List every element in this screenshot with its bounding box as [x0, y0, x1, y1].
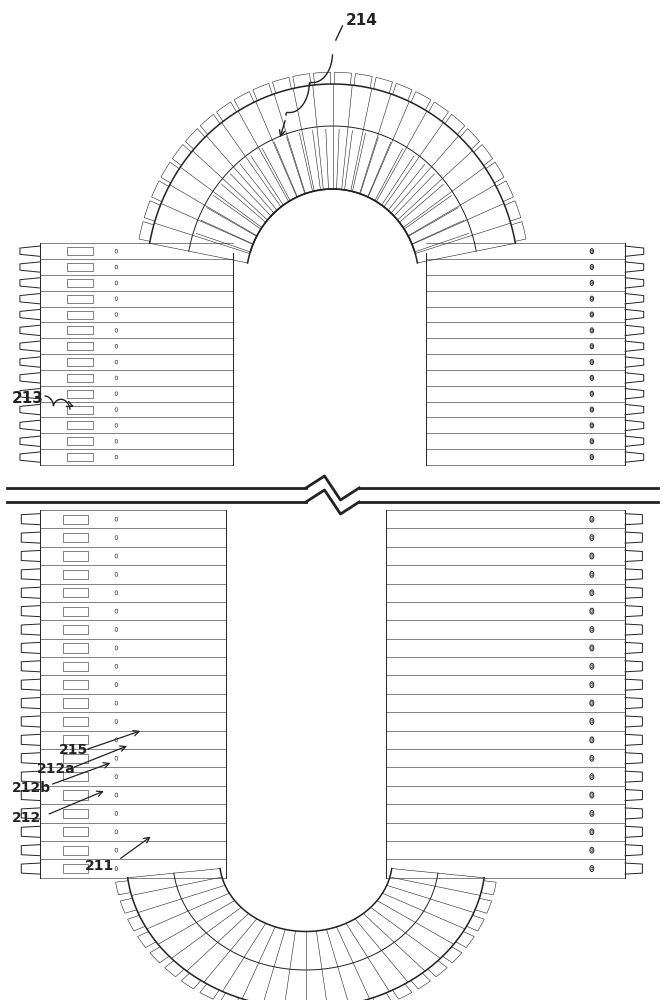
Bar [63, 625, 88, 634]
Bar [63, 515, 88, 524]
Bar [63, 754, 88, 763]
Bar [63, 588, 88, 597]
Bar [66, 263, 93, 271]
Bar [63, 643, 88, 653]
Bar [63, 790, 88, 800]
Bar [66, 358, 93, 366]
Bar [66, 421, 93, 429]
Bar [63, 551, 88, 561]
Bar [66, 390, 93, 398]
Bar [63, 827, 88, 836]
Text: 212: 212 [12, 811, 41, 825]
Bar [66, 453, 93, 461]
Bar [63, 698, 88, 708]
Bar [66, 326, 93, 334]
Bar [66, 295, 93, 303]
Bar [63, 809, 88, 818]
Bar [63, 772, 88, 781]
Bar [63, 662, 88, 671]
Bar [63, 570, 88, 579]
Bar [63, 864, 88, 873]
Bar [63, 846, 88, 855]
Text: 214: 214 [346, 13, 378, 28]
Text: 212b: 212b [12, 781, 51, 795]
Bar [63, 607, 88, 616]
Bar [63, 680, 88, 689]
Bar [66, 406, 93, 414]
Text: 215: 215 [59, 743, 88, 757]
Bar [66, 311, 93, 319]
Bar [66, 247, 93, 255]
Bar [63, 717, 88, 726]
Bar [66, 374, 93, 382]
Bar [66, 279, 93, 287]
Text: 212a: 212a [37, 762, 75, 776]
Text: 211: 211 [85, 859, 114, 873]
Bar [66, 342, 93, 350]
Text: 213: 213 [12, 391, 44, 406]
Bar [66, 437, 93, 445]
Bar [63, 735, 88, 744]
Bar [63, 533, 88, 542]
